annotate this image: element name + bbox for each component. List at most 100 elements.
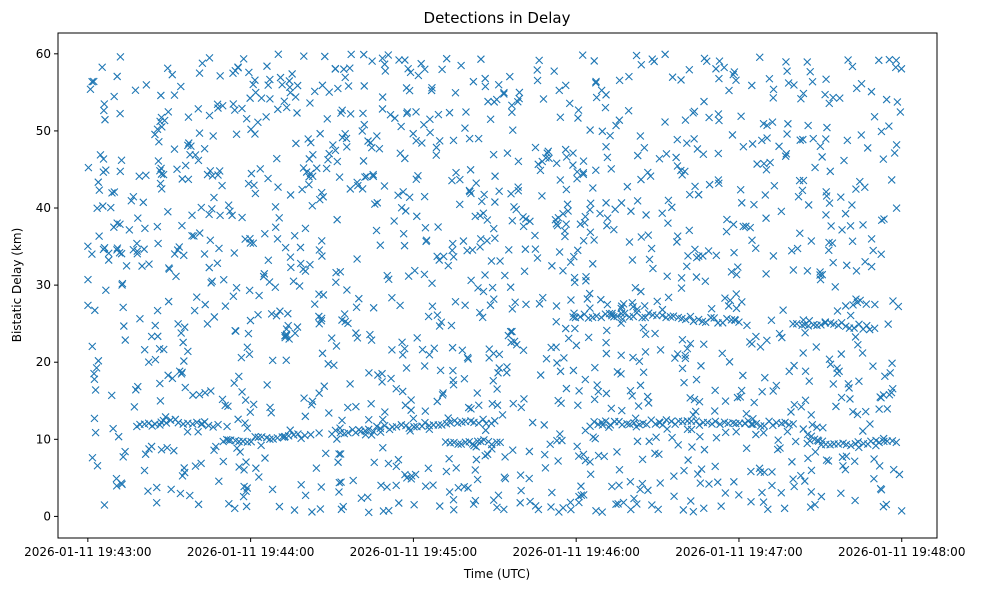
scatter-point — [400, 241, 409, 250]
scatter-point — [577, 482, 585, 491]
scatter-point — [507, 189, 515, 198]
scatter-point — [121, 336, 130, 344]
scatter-point — [547, 488, 556, 497]
scatter-point — [732, 427, 741, 436]
x-tick-label: 2026-01-11 19:46:00 — [512, 545, 639, 559]
scatter-point — [807, 466, 816, 475]
scatter-point — [93, 461, 102, 470]
scatter-point — [695, 432, 704, 441]
scatter-point — [192, 293, 201, 301]
scatter-point — [364, 415, 373, 424]
scatter-point — [895, 470, 904, 479]
scatter-point — [412, 136, 421, 145]
scatter-point — [790, 361, 798, 370]
scatter-point — [392, 481, 401, 490]
scatter-point — [130, 402, 139, 411]
scatter-point — [272, 311, 281, 320]
scatter-point — [448, 176, 456, 185]
scatter-point — [449, 252, 458, 261]
scatter-point — [674, 441, 683, 449]
scatter-point — [817, 492, 826, 501]
scatter-point — [439, 252, 448, 261]
scatter-point — [712, 433, 721, 442]
scatter-point — [841, 465, 850, 474]
scatter-point — [603, 153, 612, 162]
scatter-point — [846, 395, 854, 403]
scatter-point — [251, 76, 259, 85]
scatter-point — [590, 395, 599, 404]
scatter-point — [508, 327, 516, 336]
scatter-point — [611, 205, 620, 214]
scatter-point — [547, 261, 556, 270]
scatter-point — [661, 50, 670, 59]
scatter-point — [489, 376, 498, 385]
scatter-point — [515, 88, 524, 97]
scatter-point — [775, 329, 784, 338]
chart-title: Detections in Delay — [424, 9, 571, 27]
scatter-point — [155, 379, 164, 388]
scatter-point — [890, 149, 899, 157]
scatter-point — [721, 428, 730, 437]
scatter-point — [316, 129, 325, 138]
scatter-point — [762, 336, 771, 345]
scatter-point — [603, 214, 612, 223]
scatter-point — [168, 374, 177, 383]
scatter-point — [578, 51, 587, 60]
scatter-point — [363, 493, 372, 502]
scatter-point — [487, 440, 496, 449]
scatter-point — [209, 132, 218, 140]
scatter-point — [140, 345, 149, 354]
scatter-point — [474, 401, 483, 410]
scatter-point — [492, 95, 501, 104]
scatter-point — [256, 165, 265, 173]
scatter-point — [339, 65, 348, 74]
scatter-point — [135, 172, 144, 181]
scatter-point — [218, 181, 226, 190]
scatter-point — [481, 74, 490, 83]
scatter-point — [735, 318, 743, 327]
scatter-point — [296, 259, 305, 268]
scatter-point — [243, 484, 252, 492]
scatter-point — [333, 84, 342, 93]
scatter-point — [364, 508, 373, 517]
scatter-point — [848, 62, 857, 71]
scatter-point — [353, 255, 361, 263]
scatter-point — [783, 67, 792, 76]
scatter-point — [444, 261, 453, 270]
scatter-point — [686, 312, 695, 321]
scatter-point — [188, 391, 197, 400]
scatter-point — [402, 364, 411, 372]
scatter-point — [306, 138, 315, 147]
scatter-point — [813, 423, 821, 432]
scatter-point — [835, 94, 844, 102]
scatter-point — [664, 196, 673, 205]
scatter-point — [444, 414, 453, 422]
scatter-point — [806, 503, 815, 512]
scatter-point — [155, 344, 164, 353]
scatter-point — [109, 424, 118, 433]
scatter-point — [651, 329, 659, 338]
scatter-point — [643, 392, 652, 401]
scatter-point — [630, 419, 638, 427]
scatter-point — [763, 134, 771, 142]
scatter-point — [250, 181, 258, 190]
scatter-point — [797, 402, 806, 411]
scatter-point — [677, 76, 685, 84]
scatter-point — [435, 136, 444, 145]
scatter-point — [282, 103, 291, 112]
scatter-point — [278, 433, 287, 441]
scatter-point — [323, 114, 332, 123]
scatter-point — [799, 425, 808, 433]
scatter-point — [395, 56, 403, 64]
scatter-point — [185, 491, 194, 500]
scatter-point — [401, 207, 410, 215]
scatter-point — [90, 414, 99, 423]
scatter-point — [465, 134, 474, 143]
scatter-point — [833, 369, 842, 378]
scatter-point — [798, 186, 807, 195]
scatter-point — [840, 156, 848, 165]
scatter-point — [458, 346, 467, 355]
scatter-point — [273, 234, 282, 243]
scatter-point — [536, 371, 545, 379]
scatter-point — [398, 387, 407, 396]
